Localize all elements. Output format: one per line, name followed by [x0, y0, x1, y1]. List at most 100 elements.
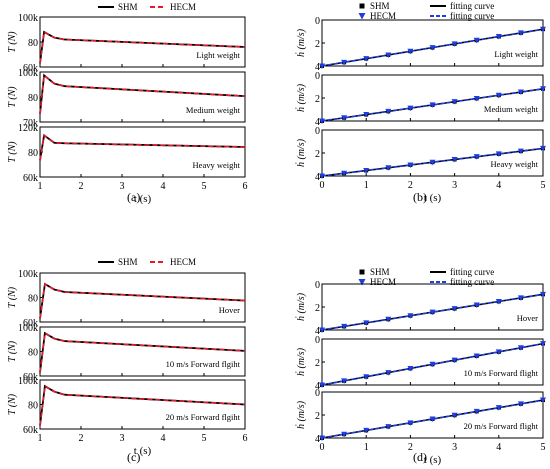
- marker-hecm-3-2-8: [495, 405, 502, 411]
- y-tick-label-2-0-0: 100k: [18, 269, 38, 280]
- legend-label-2-1: HECM: [170, 257, 196, 267]
- y-tick-label-1-0-0: 0: [315, 16, 320, 27]
- marker-hecm-3-0-5: [429, 309, 436, 316]
- y-tick-label-2-2-0: 100k: [18, 376, 38, 387]
- y-tick-label-0-1-0: 100k: [18, 68, 38, 79]
- marker-hecm-1-0-4: [407, 48, 414, 55]
- subplot-annotation-1-2: Heavy weight: [491, 159, 539, 169]
- x-tick-label-3-1: 1: [364, 442, 369, 453]
- x-tick-label-1-1: 1: [364, 180, 369, 191]
- legend-label-2-0: SHM: [118, 257, 138, 267]
- x-tick-label-2-0: 1: [38, 433, 43, 444]
- legend-label-3-2: HECM: [370, 277, 396, 287]
- legend-label-1-2: HECM: [370, 11, 396, 21]
- marker-hecm-1-0-5: [429, 45, 436, 51]
- marker-hecm-1-1-10: [540, 86, 546, 92]
- marker-hecm-3-0-3: [385, 316, 392, 323]
- marker-hecm-1-1-9: [517, 89, 524, 96]
- marker-hecm-3-1-3: [385, 370, 392, 376]
- y-tick-label-0-0-0: 100k: [18, 13, 38, 24]
- axes-frame-3-2: [321, 391, 544, 439]
- y-axis-label-0-2: T (N): [7, 141, 18, 163]
- marker-hecm-1-1-4: [407, 105, 414, 112]
- marker-hecm-3-1-0: [319, 382, 325, 388]
- legend-label-3-3: fitting curve: [450, 277, 494, 287]
- x-axis-label-3: t (s): [424, 454, 442, 466]
- x-axis-label-1: t (s): [424, 192, 442, 204]
- legend-marker-shm-1: [359, 3, 365, 9]
- legend-label-3-1: fitting curve: [450, 267, 494, 277]
- x-tick-label-0-4: 5: [202, 181, 207, 192]
- y-tick-label-0-1-2: 70k: [23, 118, 38, 129]
- axes-frame-1-0: [321, 19, 544, 67]
- panel-label-b: (b): [413, 190, 427, 204]
- marker-hecm-1-2-8: [495, 151, 502, 157]
- x-tick-label-3-5: 5: [541, 442, 546, 453]
- marker-hecm-1-2-0: [319, 173, 325, 179]
- y-tick-label-3-1-1: 2: [315, 358, 320, 369]
- y-axis-label-0-0: T (N): [7, 31, 18, 53]
- marker-hecm-3-2-6: [451, 412, 458, 419]
- x-tick-label-2-2: 3: [120, 433, 125, 444]
- y-axis-label-3-2: ḣ (m/s): [295, 400, 307, 429]
- x-tick-label-3-3: 3: [452, 442, 457, 453]
- x-axis-label-0: t (s): [134, 193, 152, 205]
- y-tick-label-1-2-1: 2: [315, 149, 320, 160]
- marker-hecm-3-0-9: [517, 295, 524, 301]
- subplot-annotation-0-1: Medium weight: [186, 105, 241, 115]
- y-axis-label-2-0: T (N): [7, 286, 18, 308]
- y-tick-label-0-0-1: 80: [28, 38, 38, 49]
- marker-hecm-1-2-4: [407, 162, 414, 168]
- fit-hecm-3-1: [321, 342, 544, 386]
- y-tick-label-2-0-1: 80: [28, 294, 38, 305]
- series-shm-2-0: [39, 282, 246, 319]
- y-tick-label-2-0-2: 60k: [23, 318, 38, 329]
- y-tick-label-2-2-1: 80: [28, 401, 38, 412]
- y-tick-label-0-2-2: 60k: [23, 173, 38, 184]
- subplot-annotation-0-0: Light weight: [196, 50, 240, 60]
- x-axis-label-2: t (s): [134, 445, 152, 457]
- series-hecm-2-0: [39, 282, 246, 319]
- y-tick-label-3-2-0: 0: [315, 388, 320, 399]
- marker-hecm-1-0-7: [473, 37, 480, 44]
- y-axis-label-3-0: ḣ (m/s): [295, 292, 307, 321]
- marker-hecm-1-1-6: [451, 99, 458, 105]
- marker-hecm-3-0-0: [319, 327, 325, 333]
- x-tick-label-2-1: 2: [79, 433, 84, 444]
- subplot-annotation-1-1: Medium weight: [484, 104, 539, 114]
- legend-marker-hecm-1: [358, 13, 366, 20]
- subplot-annotation-1-0: Light weight: [494, 49, 538, 59]
- marker-hecm-3-1-4: [407, 365, 414, 372]
- marker-hecm-3-1-1: [341, 378, 348, 384]
- marker-hecm-3-0-1: [341, 323, 348, 330]
- y-tick-label-3-2-1: 2: [315, 411, 320, 422]
- marker-hecm-1-1-7: [473, 95, 480, 102]
- x-tick-label-0-1: 2: [79, 181, 84, 192]
- marker-hecm-3-2-4: [407, 420, 414, 426]
- axes-frame-1-1: [321, 74, 544, 122]
- marker-hecm-3-2-2: [363, 427, 370, 434]
- marker-hecm-1-0-6: [451, 41, 458, 47]
- marker-hecm-3-2-5: [429, 416, 436, 423]
- y-tick-label-2-2-2: 60k: [23, 425, 38, 436]
- y-tick-label-3-0-2: 4: [315, 326, 320, 337]
- marker-hecm-1-1-5: [429, 102, 436, 108]
- marker-hecm-3-1-6: [451, 357, 458, 364]
- y-axis-label-1-1: ḣ (m/s): [295, 83, 307, 112]
- subplot-annotation-3-2: 20 m/s Forward flight: [464, 421, 539, 431]
- subplot-annotation-0-2: Heavy weight: [193, 160, 241, 170]
- marker-hecm-3-0-7: [473, 302, 480, 309]
- y-tick-label-0-2-0: 120k: [18, 123, 38, 134]
- marker-hecm-1-2-3: [385, 165, 392, 171]
- marker-hecm-3-1-9: [517, 345, 524, 351]
- x-tick-label-3-4: 4: [496, 442, 501, 453]
- x-tick-label-2-4: 5: [202, 433, 207, 444]
- marker-hecm-1-2-10: [540, 145, 546, 152]
- marker-hecm-3-0-10: [540, 291, 546, 298]
- marker-hecm-3-2-0: [319, 435, 325, 441]
- series-hecm-0-2: [39, 133, 246, 161]
- subplot-annotation-2-1: 10 m/s Forward flgiht: [166, 359, 241, 369]
- y-tick-label-1-1-1: 2: [315, 94, 320, 105]
- x-tick-label-1-4: 4: [496, 180, 501, 191]
